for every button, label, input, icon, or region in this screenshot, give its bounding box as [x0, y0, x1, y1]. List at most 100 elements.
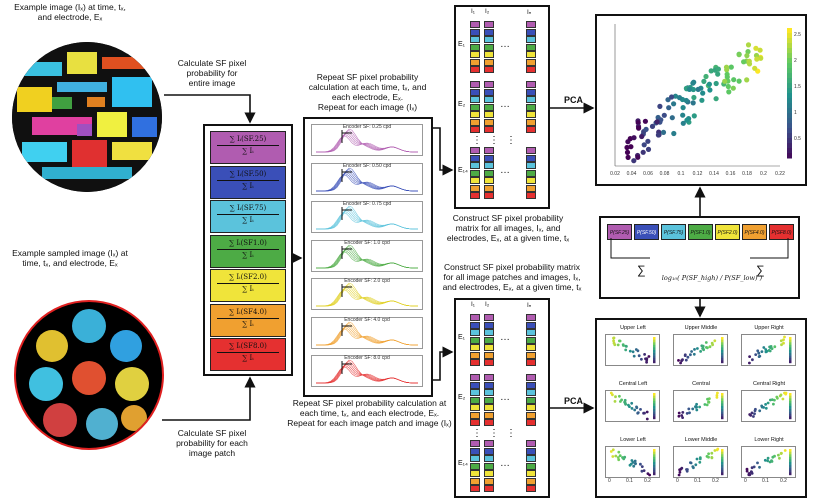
mini-point: [681, 411, 685, 414]
histogram-curve: [316, 170, 418, 191]
mini-colorbar: [789, 342, 792, 345]
matrix-ellipsis: …: [500, 392, 510, 403]
mini-point: [748, 413, 752, 416]
mini-point: [750, 466, 754, 470]
mini-x-tick-label: 0.1: [762, 478, 769, 484]
mini-point: [618, 339, 621, 343]
matrix-cell: [526, 404, 536, 411]
formula-cell: ∑ Iᵢ(SF2.0) ∑ Iᵢ: [210, 269, 286, 302]
histogram-curve: [316, 167, 418, 191]
mini-colorbar: [789, 337, 792, 340]
mini-colorbar: [653, 393, 656, 396]
scatter-point: [744, 53, 750, 59]
colorbar-segment: [787, 98, 792, 104]
legend-cell: P(SF2.0): [715, 224, 740, 240]
mini-point: [766, 401, 770, 405]
scatter-point: [665, 97, 671, 103]
matrix-cell: [526, 455, 536, 462]
mini-point: [612, 336, 616, 340]
mini-colorbar: [789, 462, 792, 465]
mini-point: [707, 455, 710, 459]
mini-point: [748, 361, 751, 365]
histogram-panel: Encoder SF: 8.0 cpd: [311, 355, 423, 387]
matrix-cell: [484, 147, 494, 154]
mini-plot-points: [612, 336, 656, 364]
mini-colorbar: [721, 408, 724, 412]
formula-numerator: ∑ Iᵢ(SF1.0): [217, 239, 279, 250]
scatter-point: [657, 103, 663, 109]
mini-colorbar: [721, 413, 724, 417]
mini-colorbar: [789, 406, 792, 409]
mini-colorbar: [789, 449, 792, 452]
mini-colorbar: [789, 472, 792, 476]
scatter-point: [636, 125, 642, 131]
mini-plot-points: [748, 335, 792, 365]
mini-point: [701, 344, 705, 348]
colorbar-segment: [787, 93, 792, 99]
small-multiples-box: Upper Left Upper Middle Upper Right Central…: [595, 318, 807, 498]
scatter-point: [680, 105, 686, 111]
legend-cell: P(SF8.0): [769, 224, 794, 240]
mini-point: [642, 469, 646, 472]
mini-colorbar: [721, 398, 724, 401]
mini-colorbar: [789, 395, 792, 399]
matrix-cell: [470, 419, 480, 426]
mini-point: [778, 456, 781, 460]
matrix-cell: [470, 162, 480, 169]
mini-point: [645, 417, 649, 421]
scatter-point: [686, 86, 693, 92]
example-sampled-caption: Example sampled image (Iₓ) at time, tₓ, …: [12, 248, 128, 268]
matrix-cell: [526, 169, 536, 177]
matrix-cell: [470, 314, 480, 321]
mini-colorbar: [789, 350, 792, 353]
matrix-cell: [526, 359, 536, 366]
mini-x-tick-label: 0: [744, 478, 747, 484]
matrix-cell: [470, 411, 480, 419]
histogram-box: Encoder SF: 0.25 cpd Encoder SF: 0.50 cpd…: [303, 117, 433, 397]
scatter-point: [660, 129, 667, 135]
mini-point: [688, 411, 691, 415]
matrix-cell: [470, 396, 480, 404]
matrix-cell: [526, 470, 536, 477]
matrix-cell: [470, 321, 480, 329]
colorbar-segment: [787, 143, 792, 149]
scatter-point: [741, 59, 747, 65]
mini-point: [713, 449, 717, 452]
mini-colorbar: [653, 398, 656, 401]
mini-plot-points: [745, 449, 792, 477]
matrix-cell: [526, 66, 536, 73]
mini-plot-title: Central: [692, 381, 710, 387]
scatter-point: [701, 78, 707, 84]
colorbar-segment: [787, 148, 792, 154]
mini-plot-title: Lower Left: [620, 437, 646, 443]
mini-point: [614, 454, 618, 458]
histogram-marker: [341, 130, 352, 143]
mini-plot: [673, 390, 728, 422]
colorbar-segment: [787, 138, 792, 144]
scatter-point: [703, 73, 709, 80]
matrix-cell: [484, 111, 494, 118]
matrix-cell: [484, 88, 494, 96]
repeat-top-caption: Repeat SF pixel probability calculation …: [308, 72, 427, 112]
mini-point: [677, 473, 681, 477]
histogram-title: Encoder SF: 0.25 cpd: [342, 124, 392, 130]
mini-point: [779, 339, 783, 343]
matrix-cell: [526, 88, 536, 96]
scatter-point: [715, 71, 721, 77]
matrix-cell: [526, 329, 536, 336]
mini-point: [698, 405, 701, 409]
x-tick-label: 0.12: [693, 171, 703, 177]
mini-colorbar: [721, 411, 724, 414]
mini-point: [640, 469, 644, 473]
mini-point: [634, 462, 637, 465]
mini-point: [710, 451, 714, 455]
matrix-electrode-label: E₁: [458, 41, 466, 48]
mini-colorbar: [721, 449, 724, 452]
mini-point: [776, 396, 779, 400]
scatter-point: [649, 123, 656, 129]
scatter-point: [624, 149, 631, 155]
histogram-curve: [316, 361, 418, 384]
mini-colorbar: [653, 472, 656, 476]
histogram-curve: [316, 284, 418, 307]
mini-point: [628, 349, 632, 353]
